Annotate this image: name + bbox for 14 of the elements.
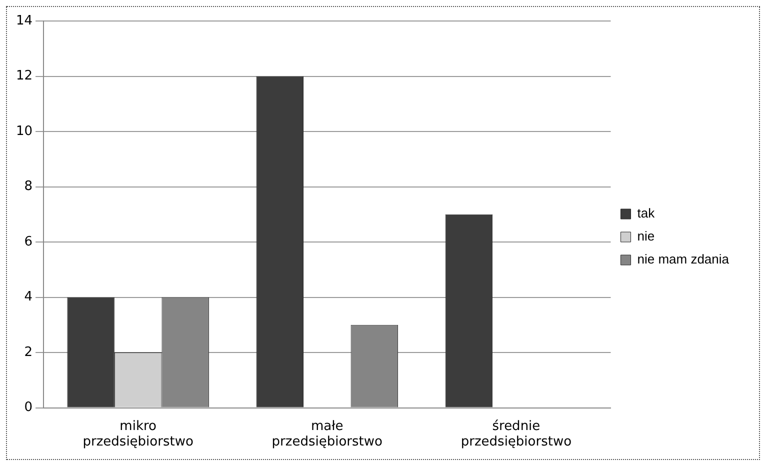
y-tick-label: 6 [24, 234, 33, 250]
y-tick-label: 12 [16, 68, 33, 84]
y-tick-label: 4 [24, 290, 33, 305]
legend-label: nie mam zdania [637, 252, 730, 267]
x-tick-label: małe przedsiębiorstwo [272, 418, 383, 450]
x-tick-label: średnie przedsiębiorstwo [460, 418, 572, 450]
legend-label: nie [637, 228, 655, 244]
y-tick-label: 10 [16, 124, 33, 139]
y-tick-label: 8 [24, 179, 33, 194]
x-tick-label: mikro przedsiębiorstwo [82, 418, 194, 450]
legend-label: tak [637, 206, 656, 221]
y-tick-label: 0 [24, 400, 33, 416]
y-tick-label: 2 [24, 344, 33, 360]
y-tick-label: 14 [16, 13, 33, 28]
